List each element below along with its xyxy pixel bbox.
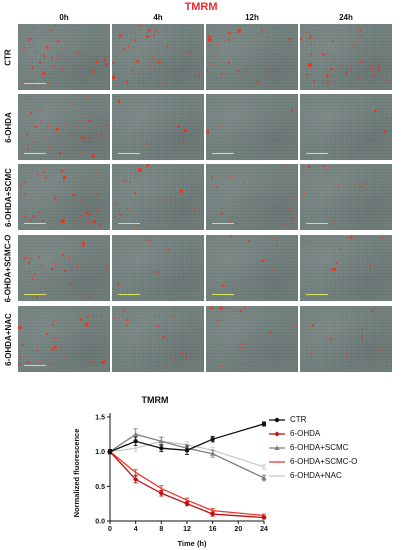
row-label-6ohda-nac: 6-OHDA+NAC (2, 306, 14, 372)
series-line (109, 451, 265, 517)
microscopy-image-tile (112, 306, 204, 372)
x-tick-label: 24 (260, 526, 268, 533)
microscopy-image-tile (18, 235, 110, 301)
data-point (184, 448, 190, 453)
x-tick-label: 20 (234, 526, 242, 533)
y-axis-label: Normalized fluorescence (72, 429, 81, 518)
microscopy-image-tile (112, 94, 204, 160)
x-tick-label: 4 (134, 526, 138, 533)
microscopy-image-tile (112, 164, 204, 230)
legend-label: CTR (290, 415, 307, 424)
column-header-4h: 4h (153, 13, 163, 22)
row-label-ctr: CTR (2, 24, 14, 90)
legend-swatch-marker (276, 461, 278, 463)
row-label-6ohda-nac-text: 6-OHDA+NAC (3, 312, 13, 366)
legend-swatch (269, 475, 285, 477)
x-tick-label: 16 (209, 526, 217, 533)
row-label-6ohda-scmc-text: 6-OHDA+SCMC (3, 167, 13, 227)
microscopy-image-tile (112, 24, 204, 90)
series-line (109, 433, 265, 479)
figure-title: TMRM (184, 1, 218, 13)
legend-item: CTR (268, 414, 398, 428)
row-label-6ohda-scmc: 6-OHDA+SCMC (2, 164, 14, 230)
microscopy-image-tile (18, 94, 110, 160)
legend-label: 6-OHDA+SCMC (290, 443, 349, 452)
microscopy-image-tile (206, 164, 298, 230)
legend-swatch (269, 417, 285, 423)
microscopy-image-tile (300, 94, 392, 160)
legend-label: 6-OHDA (290, 429, 321, 438)
series-line (109, 451, 265, 519)
series-0 (107, 421, 267, 455)
data-point (134, 447, 137, 449)
x-axis-label: Time (h) (177, 539, 207, 548)
x-tick-label: 12 (183, 526, 191, 533)
legend-swatch-marker (274, 417, 280, 423)
chart-series-layer (107, 421, 267, 521)
y-tick-label: 0.5 (95, 484, 105, 491)
y-tick-label: 0.0 (95, 519, 105, 526)
legend-label: 6-OHDA+SCMC-O (290, 457, 358, 466)
legend-swatch-marker (274, 445, 280, 450)
microscopy-image-tile (300, 164, 392, 230)
row-label-6ohda-scmc-o-text: 6-OHDA+SCMC-O (3, 234, 13, 302)
legend-label: 6-OHDA+NAC (290, 471, 342, 480)
chart-axes: 0 4 8 12 16 20 24 0.0 0.5 1.0 1.5 (95, 413, 268, 533)
x-tick-label: 8 (159, 526, 163, 533)
legend-item: 6-OHDA (268, 428, 398, 442)
y-tick-label: 1.5 (95, 415, 105, 422)
data-point (263, 466, 265, 468)
column-header-24h: 24h (339, 13, 353, 22)
data-point (133, 439, 138, 444)
column-header-0h: 0h (59, 13, 69, 22)
data-point (261, 421, 267, 427)
data-point (211, 509, 214, 512)
row-label-ctr-text: CTR (3, 48, 13, 66)
data-point (159, 446, 164, 451)
chart-legend: CTR 6-OHDA 6-OHDA+SCMC 6-OHDA+SCMC-O 6-OHDA+… (268, 414, 398, 484)
legend-item: 6-OHDA+NAC (268, 470, 398, 484)
row-label-6ohda-text: 6-OHDA (3, 111, 13, 143)
data-point (210, 451, 216, 456)
series-line (109, 440, 265, 468)
data-point (210, 436, 215, 442)
data-point (134, 471, 137, 474)
microscopy-image-tile (112, 235, 204, 301)
row-label-6ohda: 6-OHDA (2, 94, 14, 160)
line-chart: 0 4 8 12 16 20 24 0.0 0.5 1.0 1.5 Normalized fluor… (72, 413, 268, 548)
column-header-12h: 12h (245, 13, 259, 22)
data-point (160, 487, 163, 490)
microscopy-image-tile (206, 306, 298, 372)
legend-swatch (269, 445, 285, 450)
microscopy-image-tile (300, 235, 392, 301)
data-point (186, 499, 188, 501)
y-tick-label: 1.0 (95, 449, 105, 456)
data-point (261, 514, 267, 521)
x-tick-label: 0 (108, 526, 112, 533)
microscopy-image-tile (18, 24, 110, 90)
legend-swatch-marker (276, 475, 278, 477)
chart-title: TMRM (141, 395, 169, 405)
microscopy-image-tile (206, 235, 298, 301)
row-label-6ohda-scmc-o: 6-OHDA+SCMC-O (2, 234, 14, 302)
microscopy-image-tile (18, 164, 110, 230)
data-point (107, 449, 113, 454)
data-point (158, 490, 164, 496)
microscopy-image-tile (300, 306, 392, 372)
microscopy-image-tile (206, 24, 298, 90)
legend-swatch (269, 461, 285, 463)
microscopy-image-tile (206, 94, 298, 160)
microscopy-image-tile (18, 306, 110, 372)
legend-item: 6-OHDA+SCMC-O (268, 456, 398, 470)
legend-swatch (269, 431, 285, 437)
legend-item: 6-OHDA+SCMC (268, 442, 398, 456)
data-point (261, 475, 267, 481)
data-point (133, 431, 139, 437)
series-line (109, 423, 265, 453)
legend-swatch-marker (274, 431, 280, 437)
microscopy-image-tile (300, 24, 392, 90)
data-point (158, 438, 164, 444)
